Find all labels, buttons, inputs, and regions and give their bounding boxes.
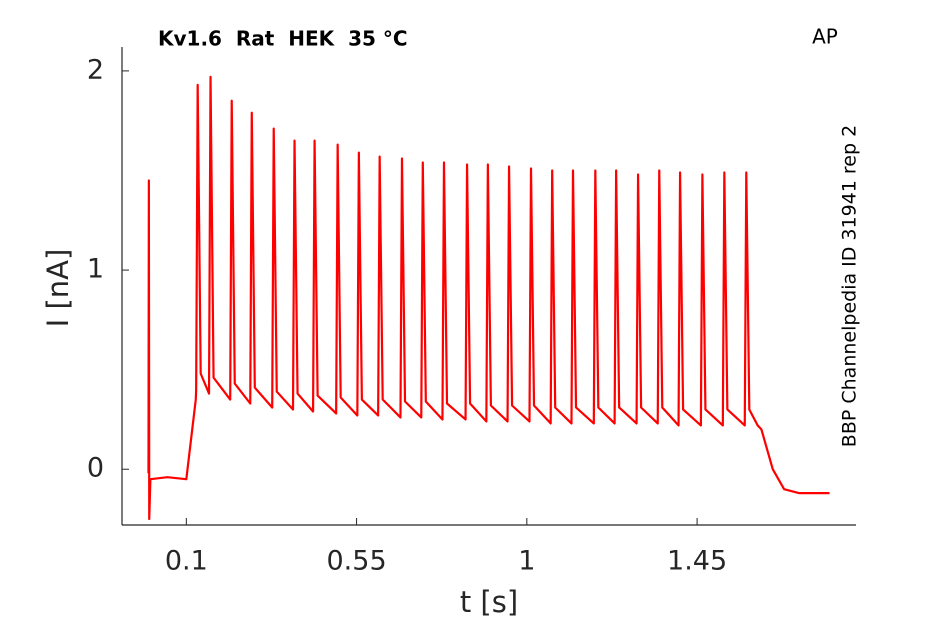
y-axis-label: I [nA]	[41, 249, 75, 328]
y-tick-label: 1	[87, 254, 104, 285]
annotation: BBP Channelpedia ID 31941 rep 2	[839, 125, 861, 447]
x-tick-label: 0.1	[165, 546, 208, 577]
y-tick-label: 0	[87, 453, 104, 484]
x-tick-label: 1.45	[667, 546, 727, 577]
x-axis-label: t [s]	[460, 585, 518, 619]
x-tick-label: 1	[518, 546, 535, 577]
x-tick-label: 0.55	[327, 546, 387, 577]
chart-title: Kv1.6 Rat HEK 35 °C	[158, 27, 408, 51]
annotation: AP	[812, 25, 838, 49]
trace	[147, 75, 830, 521]
y-tick-label: 2	[87, 54, 104, 85]
